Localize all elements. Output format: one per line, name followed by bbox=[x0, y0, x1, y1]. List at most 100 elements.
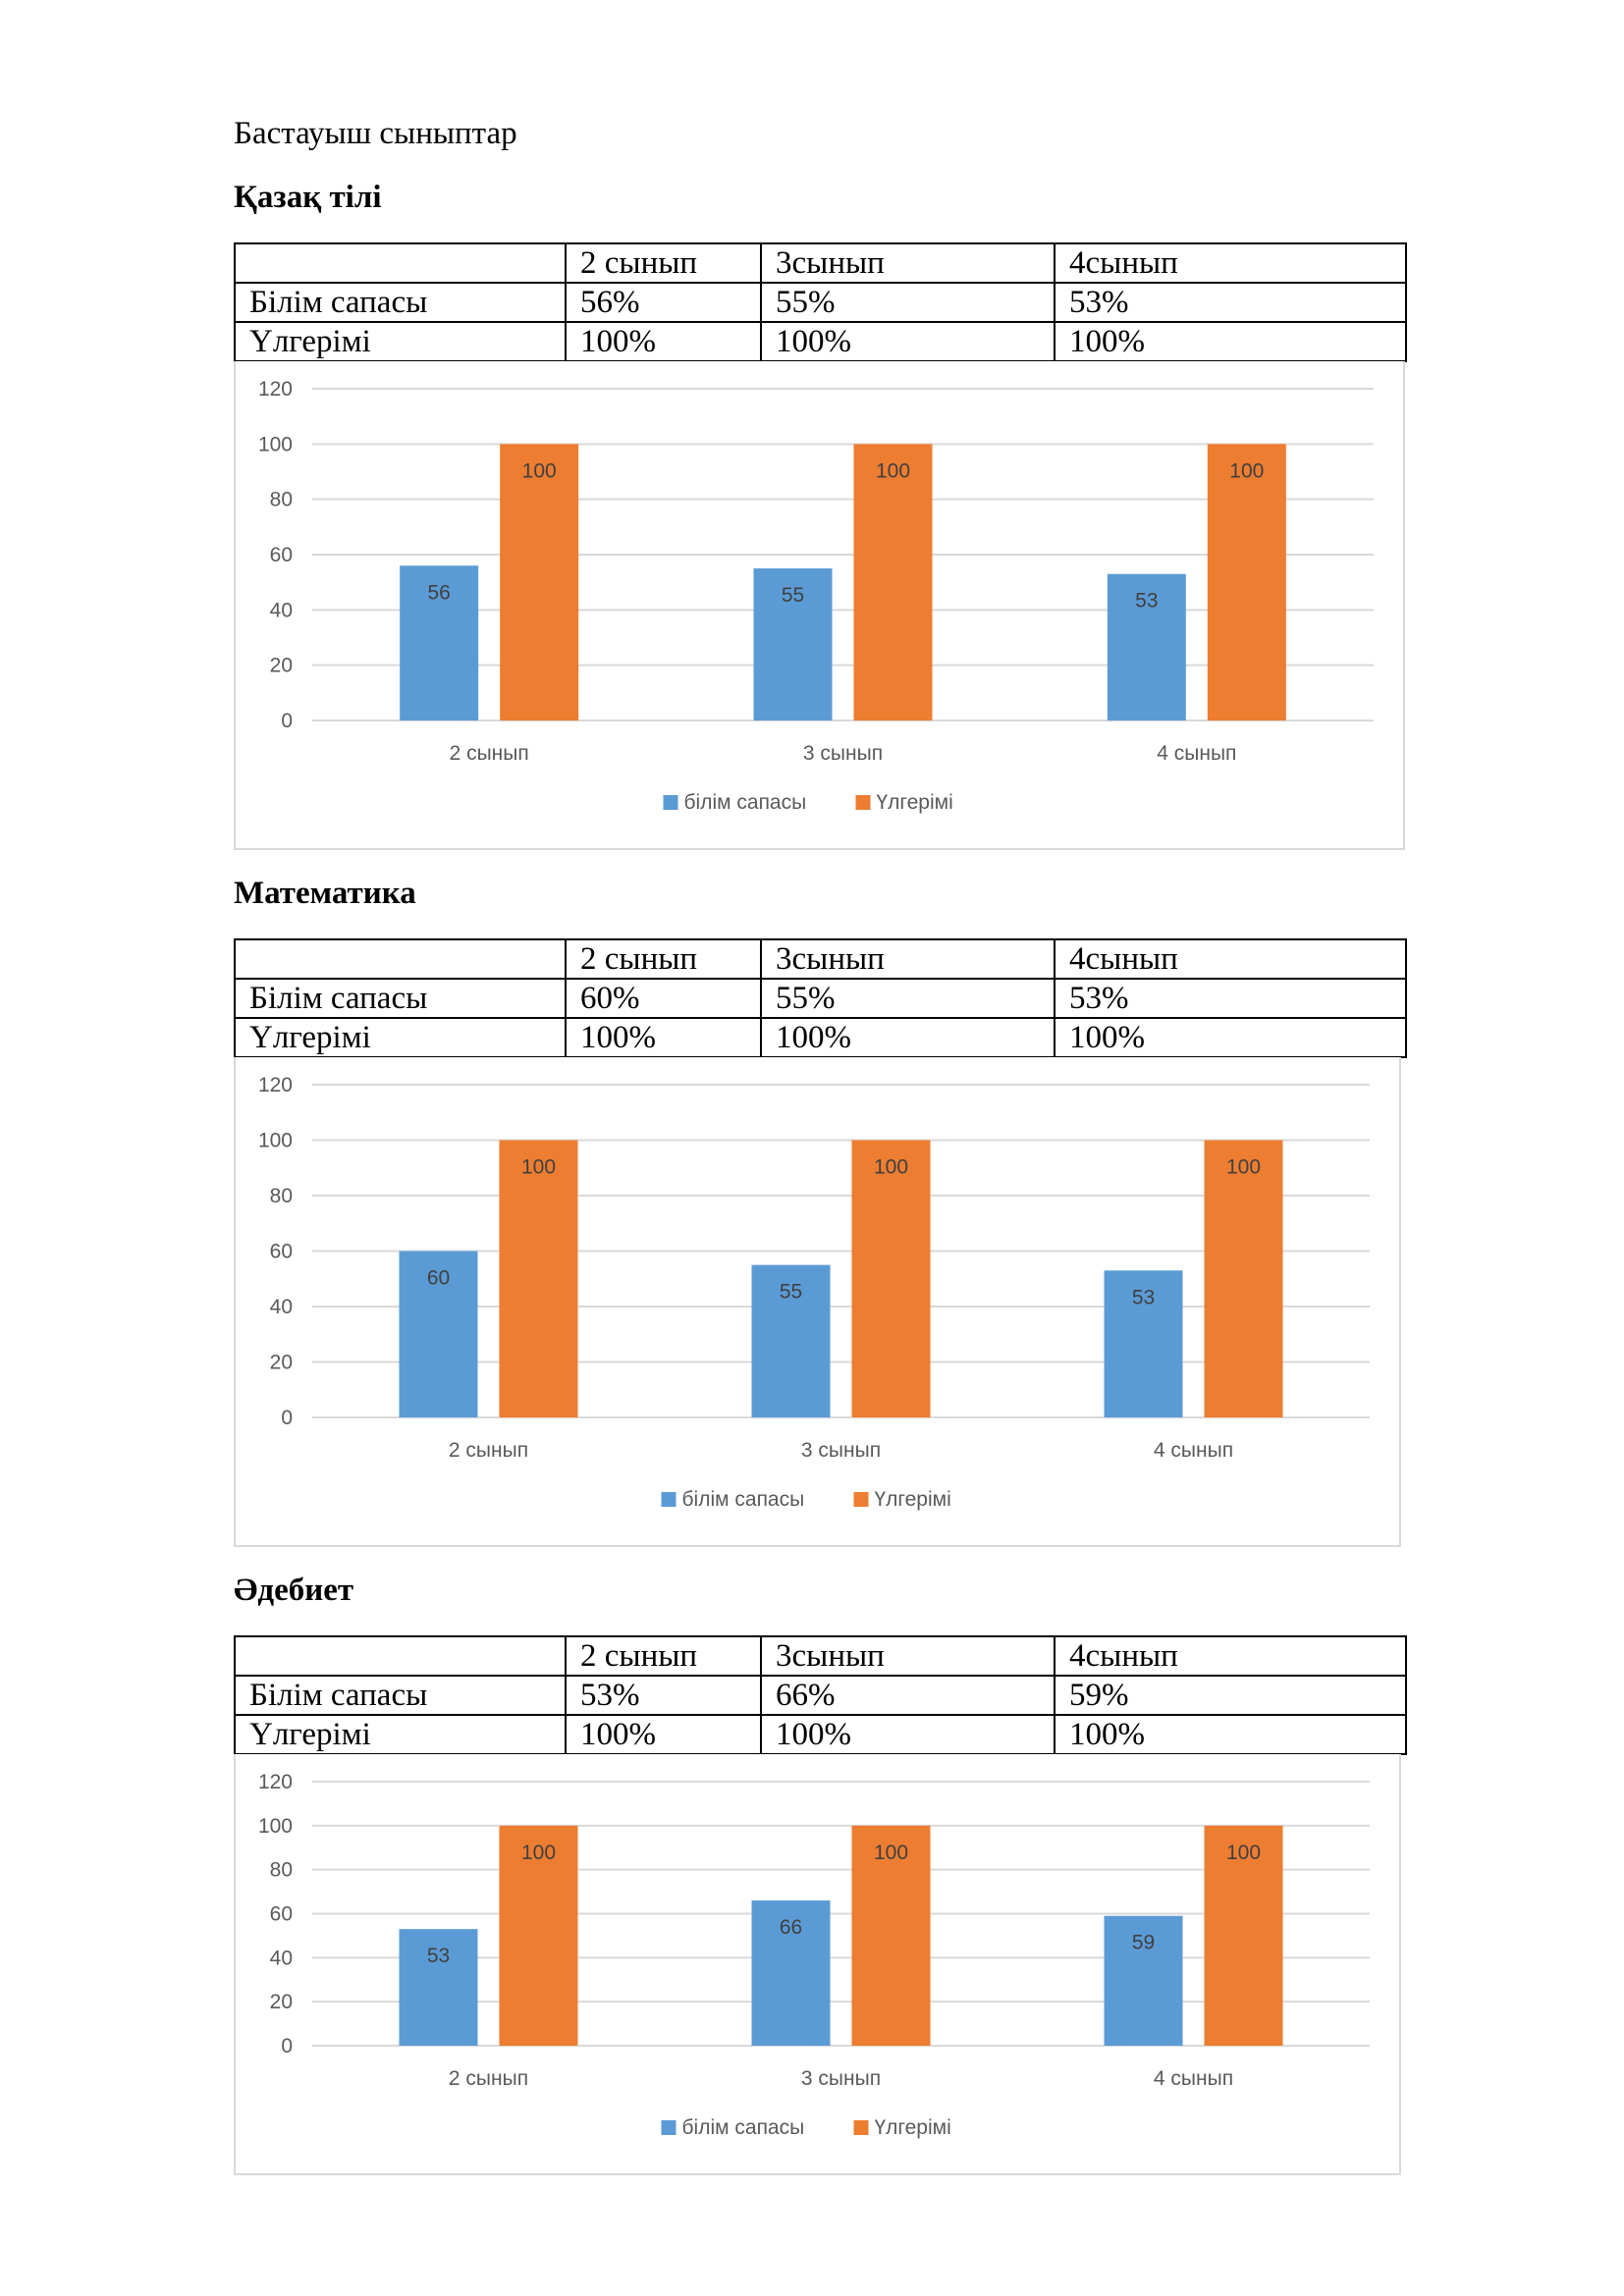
x-tick-label: 3 сынып bbox=[803, 742, 883, 765]
bar bbox=[751, 1900, 831, 2046]
bar bbox=[751, 1264, 831, 1417]
chart-kazakh: 0 20 40 60 80 100 120 56 100 2 сынып 55 100 3 сынып 5… bbox=[234, 361, 1405, 850]
bar bbox=[1104, 1270, 1183, 1417]
bar bbox=[851, 1140, 931, 1417]
y-tick-label: 80 bbox=[270, 489, 293, 511]
table-cell: Үлгерімі bbox=[234, 1017, 567, 1058]
bar bbox=[753, 568, 833, 721]
data-label: 100 bbox=[874, 1156, 908, 1179]
table-cell: 100% bbox=[1054, 1017, 1407, 1058]
table-row: Үлгерімі 100% 100% 100% bbox=[234, 321, 1407, 362]
data-label: 53 bbox=[1132, 1286, 1155, 1308]
table-cell: 60% bbox=[565, 978, 762, 1019]
y-tick-label: 0 bbox=[281, 2035, 293, 2057]
y-tick-label: 120 bbox=[258, 378, 293, 400]
data-label: 100 bbox=[522, 459, 557, 482]
data-label: 100 bbox=[1229, 459, 1264, 482]
data-label: 100 bbox=[874, 1842, 908, 1864]
legend-swatch bbox=[661, 1492, 677, 1507]
bar bbox=[499, 1140, 578, 1417]
table-cell: 3сынып bbox=[760, 938, 1056, 980]
table-row: Үлгерімі 100% 100% 100% bbox=[234, 1714, 1407, 1755]
y-tick-label: 20 bbox=[270, 655, 293, 677]
legend-label: білім сапасы bbox=[684, 791, 807, 814]
y-tick-label: 80 bbox=[270, 1859, 293, 1882]
data-label: 100 bbox=[1226, 1156, 1261, 1179]
section-title-kazakh: Қазақ тілі bbox=[234, 180, 382, 215]
table-cell: Үлгерімі bbox=[234, 1714, 567, 1755]
x-tick-label: 4 сынып bbox=[1157, 742, 1236, 765]
table-cell: Үлгерімі bbox=[234, 321, 567, 362]
table-cell bbox=[234, 1635, 567, 1677]
legend-swatch bbox=[853, 2120, 869, 2135]
table-cell: Білім сапасы bbox=[234, 1675, 567, 1716]
data-label: 53 bbox=[427, 1945, 450, 1967]
x-tick-label: 2 сынып bbox=[450, 742, 529, 765]
bar bbox=[853, 444, 933, 721]
table-cell: 100% bbox=[565, 1714, 762, 1755]
table-cell: 4сынып bbox=[1054, 242, 1407, 284]
data-label: 100 bbox=[1226, 1842, 1261, 1864]
table-cell: 53% bbox=[565, 1675, 762, 1716]
chart-literature: 0 20 40 60 80 100 120 53 100 2 сынып 66 100 3 сынып 5… bbox=[234, 1754, 1401, 2175]
y-tick-label: 60 bbox=[270, 1241, 293, 1263]
table-row: Білім сапасы 56% 55% 53% bbox=[234, 282, 1407, 323]
table-cell bbox=[234, 938, 567, 980]
x-tick-label: 3 сынып bbox=[801, 1439, 881, 1462]
bar-chart-svg: 0 20 40 60 80 100 120 60 100 2 сынып 55 100 3 сынып 5… bbox=[258, 1074, 1370, 1511]
legend-swatch bbox=[663, 795, 678, 810]
bar bbox=[399, 1251, 478, 1417]
bar bbox=[500, 444, 579, 721]
bar bbox=[499, 1825, 578, 2046]
page-header: Бастауыш сыныптар bbox=[234, 116, 517, 151]
bar-chart-svg: 0 20 40 60 80 100 120 56 100 2 сынып 55 100 3 сынып 5… bbox=[258, 378, 1374, 814]
grade-table-math: 2 сынып 3сынып 4сынып Білім сапасы 60% 5… bbox=[234, 938, 1407, 1058]
y-tick-label: 100 bbox=[258, 1815, 293, 1838]
y-tick-label: 20 bbox=[270, 1352, 293, 1374]
table-cell: 100% bbox=[760, 1017, 1056, 1058]
table-cell: 100% bbox=[1054, 1714, 1407, 1755]
data-label: 55 bbox=[780, 1281, 802, 1304]
bar bbox=[400, 565, 479, 721]
data-label: 100 bbox=[521, 1156, 556, 1179]
x-tick-label: 3 сынып bbox=[801, 2067, 881, 2090]
legend-label: Үлгерімі bbox=[875, 1488, 951, 1511]
y-tick-label: 100 bbox=[258, 1130, 293, 1152]
y-tick-label: 0 bbox=[281, 710, 293, 732]
y-tick-label: 40 bbox=[270, 599, 293, 621]
y-tick-label: 40 bbox=[270, 1947, 293, 1969]
bar bbox=[399, 1929, 478, 2046]
grade-table-literature: 2 сынып 3сынып 4сынып Білім сапасы 53% 6… bbox=[234, 1635, 1407, 1755]
bar bbox=[1104, 1915, 1183, 2046]
x-tick-label: 2 сынып bbox=[449, 2067, 528, 2090]
table-cell: 2 сынып bbox=[565, 242, 762, 284]
y-tick-label: 20 bbox=[270, 1991, 293, 2013]
bar bbox=[1107, 573, 1186, 721]
bar-chart-svg: 0 20 40 60 80 100 120 53 100 2 сынып 66 100 3 сынып 5… bbox=[258, 1771, 1370, 2139]
y-tick-label: 60 bbox=[270, 544, 293, 566]
data-label: 66 bbox=[780, 1916, 802, 1939]
table-cell: Білім сапасы bbox=[234, 282, 567, 323]
table-cell: 55% bbox=[760, 978, 1056, 1019]
table-cell: 100% bbox=[565, 1017, 762, 1058]
table-cell bbox=[234, 242, 567, 284]
y-tick-label: 0 bbox=[281, 1407, 293, 1429]
data-label: 60 bbox=[427, 1267, 450, 1290]
table-cell: 2 сынып bbox=[565, 938, 762, 980]
section-title-math: Математика bbox=[234, 876, 416, 911]
legend-label: білім сапасы bbox=[682, 1488, 805, 1511]
x-tick-label: 4 сынып bbox=[1154, 1439, 1233, 1462]
y-tick-label: 40 bbox=[270, 1296, 293, 1318]
table-cell: 2 сынып bbox=[565, 1635, 762, 1677]
data-label: 56 bbox=[427, 581, 450, 604]
data-label: 59 bbox=[1132, 1932, 1155, 1954]
data-label: 100 bbox=[521, 1842, 556, 1864]
bar bbox=[1204, 1825, 1283, 2046]
y-tick-label: 120 bbox=[258, 1771, 293, 1793]
data-label: 53 bbox=[1135, 590, 1158, 613]
table-row: Үлгерімі 100% 100% 100% bbox=[234, 1017, 1407, 1058]
legend-swatch bbox=[661, 2120, 677, 2135]
table-cell: 55% bbox=[760, 282, 1056, 323]
y-tick-label: 60 bbox=[270, 1903, 293, 1926]
table-cell: 59% bbox=[1054, 1675, 1407, 1716]
